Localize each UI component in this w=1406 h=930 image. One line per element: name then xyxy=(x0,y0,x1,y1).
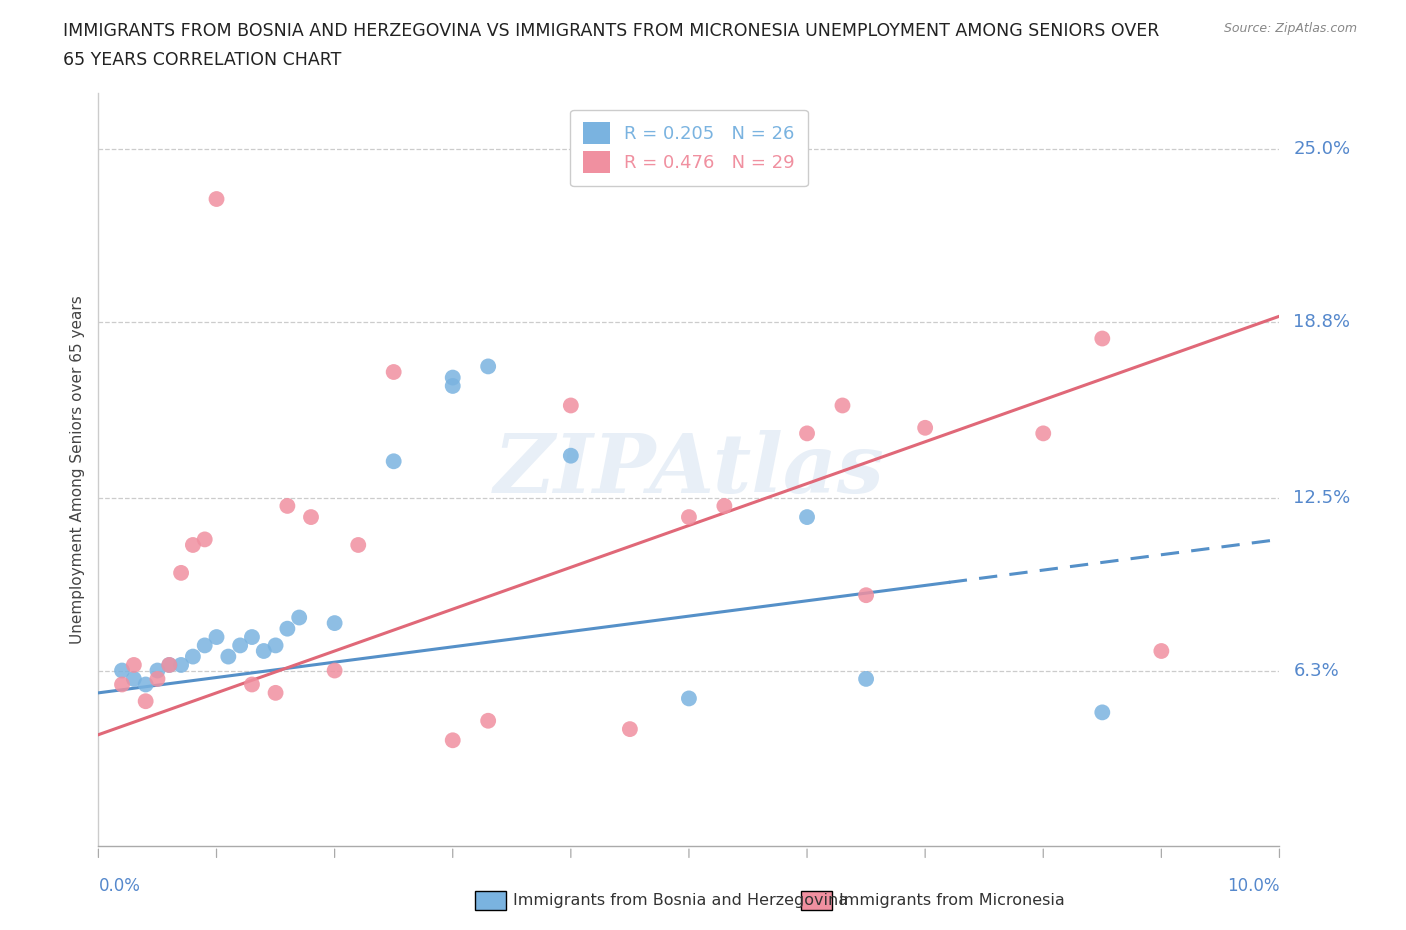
Text: 6.3%: 6.3% xyxy=(1294,661,1339,680)
Point xyxy=(713,498,735,513)
Point xyxy=(347,538,370,552)
Point xyxy=(170,658,193,672)
Point xyxy=(299,510,322,525)
Point xyxy=(560,398,582,413)
Point xyxy=(678,691,700,706)
Point xyxy=(323,616,346,631)
Text: Immigrants from Bosnia and Herzegovina: Immigrants from Bosnia and Herzegovina xyxy=(513,893,848,908)
Point xyxy=(1150,644,1173,658)
Point xyxy=(831,398,853,413)
Point xyxy=(855,588,877,603)
Text: 0.0%: 0.0% xyxy=(98,877,141,895)
Text: ZIPAtlas: ZIPAtlas xyxy=(494,430,884,510)
Text: IMMIGRANTS FROM BOSNIA AND HERZEGOVINA VS IMMIGRANTS FROM MICRONESIA UNEMPLOYMEN: IMMIGRANTS FROM BOSNIA AND HERZEGOVINA V… xyxy=(63,22,1160,40)
Point xyxy=(441,733,464,748)
Point xyxy=(122,671,145,686)
Point xyxy=(276,621,298,636)
Point xyxy=(678,510,700,525)
Point xyxy=(217,649,239,664)
Point xyxy=(146,663,169,678)
Point xyxy=(229,638,252,653)
Point xyxy=(477,713,499,728)
Point xyxy=(619,722,641,737)
Point xyxy=(253,644,276,658)
Text: Source: ZipAtlas.com: Source: ZipAtlas.com xyxy=(1223,22,1357,35)
Point xyxy=(382,454,405,469)
Point xyxy=(264,638,287,653)
Point xyxy=(194,532,217,547)
Point xyxy=(441,379,464,393)
Point xyxy=(122,658,145,672)
Point xyxy=(157,658,180,672)
Point xyxy=(111,663,134,678)
Point xyxy=(157,658,180,672)
Text: 18.8%: 18.8% xyxy=(1294,312,1350,331)
Point xyxy=(240,677,263,692)
Text: 65 YEARS CORRELATION CHART: 65 YEARS CORRELATION CHART xyxy=(63,51,342,69)
Point xyxy=(181,649,204,664)
Point xyxy=(170,565,193,580)
Point xyxy=(1091,331,1114,346)
Point xyxy=(1032,426,1054,441)
Y-axis label: Unemployment Among Seniors over 65 years: Unemployment Among Seniors over 65 years xyxy=(69,296,84,644)
Point xyxy=(135,677,157,692)
Text: 12.5%: 12.5% xyxy=(1294,488,1351,507)
Point xyxy=(146,671,169,686)
Point xyxy=(135,694,157,709)
Point xyxy=(288,610,311,625)
Point xyxy=(323,663,346,678)
Point xyxy=(477,359,499,374)
Point xyxy=(441,370,464,385)
Text: 10.0%: 10.0% xyxy=(1227,877,1279,895)
Point xyxy=(111,677,134,692)
Point xyxy=(181,538,204,552)
Point xyxy=(1091,705,1114,720)
Point xyxy=(194,638,217,653)
Text: Immigrants from Micronesia: Immigrants from Micronesia xyxy=(839,893,1066,908)
Legend: R = 0.205   N = 26, R = 0.476   N = 29: R = 0.205 N = 26, R = 0.476 N = 29 xyxy=(571,110,807,186)
Point xyxy=(264,685,287,700)
Point xyxy=(205,192,228,206)
Point xyxy=(796,426,818,441)
Point xyxy=(560,448,582,463)
Text: 25.0%: 25.0% xyxy=(1294,140,1351,158)
Point xyxy=(914,420,936,435)
Point xyxy=(205,630,228,644)
Point xyxy=(382,365,405,379)
Point xyxy=(240,630,263,644)
Point xyxy=(796,510,818,525)
Point xyxy=(855,671,877,686)
Point xyxy=(276,498,298,513)
